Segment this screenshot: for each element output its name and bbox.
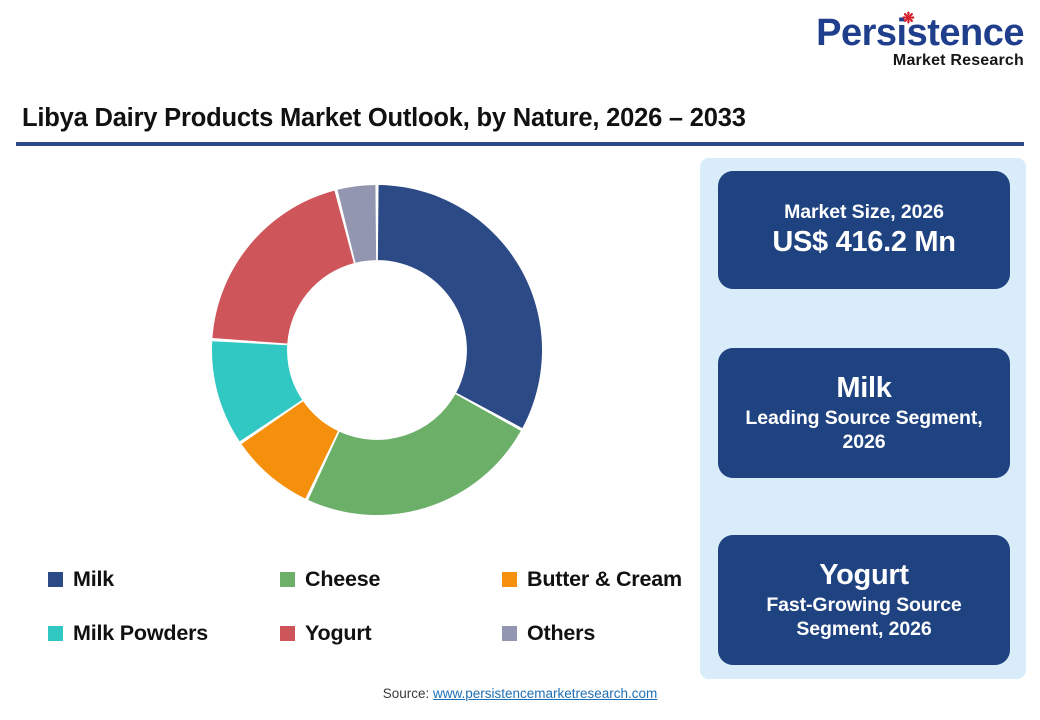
asterisk-icon: ❋	[902, 10, 915, 27]
kpi-value: US$ 416.2 Mn	[772, 226, 956, 259]
legend-item-milk[interactable]: Milk	[48, 567, 280, 592]
chart-legend: Milk Cheese Butter & Cream Milk Powders …	[48, 552, 708, 660]
legend-label: Others	[527, 620, 596, 645]
kpi-card-market-size: Market Size, 2026 US$ 416.2 Mn	[718, 171, 1010, 289]
donut-slice-butter-cream[interactable]	[241, 401, 338, 499]
legend-item-cheese[interactable]: Cheese	[280, 567, 502, 592]
legend-item-butter-and-cream[interactable]: Butter & Cream	[502, 567, 708, 592]
legend-label: Cheese	[305, 566, 381, 591]
kpi-caption: Fast-Growing Source Segment, 2026	[766, 594, 962, 641]
legend-swatch-icon	[502, 571, 517, 587]
page-title: Libya Dairy Products Market Outlook, by …	[22, 104, 746, 132]
legend-swatch-icon	[280, 571, 295, 587]
source-footer: Source: www.persistencemarketresearch.co…	[0, 686, 1040, 701]
kpi-caption: Market Size, 2026	[784, 200, 944, 223]
source-prefix: Source:	[382, 686, 433, 701]
donut-chart-area	[16, 155, 686, 545]
legend-swatch-icon	[502, 625, 517, 641]
legend-label: Milk	[73, 566, 115, 591]
kpi-value: Milk	[836, 372, 892, 405]
logo-wordmark: Persistence ❋	[816, 10, 1024, 54]
kpi-side-panel: Market Size, 2026 US$ 416.2 Mn Milk Lead…	[700, 158, 1026, 679]
donut-chart	[210, 183, 544, 517]
company-logo: Persistence ❋ Market Research	[812, 10, 1024, 72]
logo-word-text: Persistence	[816, 12, 1024, 54]
legend-swatch-icon	[280, 625, 295, 641]
donut-slice-milk[interactable]	[377, 185, 542, 429]
legend-swatch-icon	[48, 571, 63, 587]
donut-slice-cheese[interactable]	[308, 394, 521, 515]
kpi-card-fast-growing-segment: Yogurt Fast-Growing Source Segment, 2026	[718, 535, 1010, 665]
donut-slices	[212, 185, 542, 515]
donut-slice-yogurt[interactable]	[212, 190, 354, 344]
legend-label: Milk Powders	[73, 620, 208, 645]
legend-label: Butter & Cream	[527, 566, 682, 591]
legend-label: Yogurt	[305, 620, 372, 645]
kpi-value: Yogurt	[819, 559, 909, 592]
legend-item-others[interactable]: Others	[502, 621, 708, 646]
legend-item-yogurt[interactable]: Yogurt	[280, 621, 502, 646]
legend-swatch-icon	[48, 625, 63, 641]
legend-item-milk-powders[interactable]: Milk Powders	[48, 621, 280, 646]
kpi-caption: Leading Source Segment, 2026	[745, 407, 983, 454]
source-link[interactable]: www.persistencemarketresearch.com	[432, 686, 658, 701]
logo-subtitle: Market Research	[892, 52, 1024, 69]
donut-chart-svg	[212, 185, 542, 515]
donut-slice-milk-powders[interactable]	[212, 341, 303, 442]
title-divider	[16, 142, 1024, 146]
kpi-card-leading-segment: Milk Leading Source Segment, 2026	[718, 348, 1010, 478]
donut-slice-others[interactable]	[337, 185, 377, 263]
